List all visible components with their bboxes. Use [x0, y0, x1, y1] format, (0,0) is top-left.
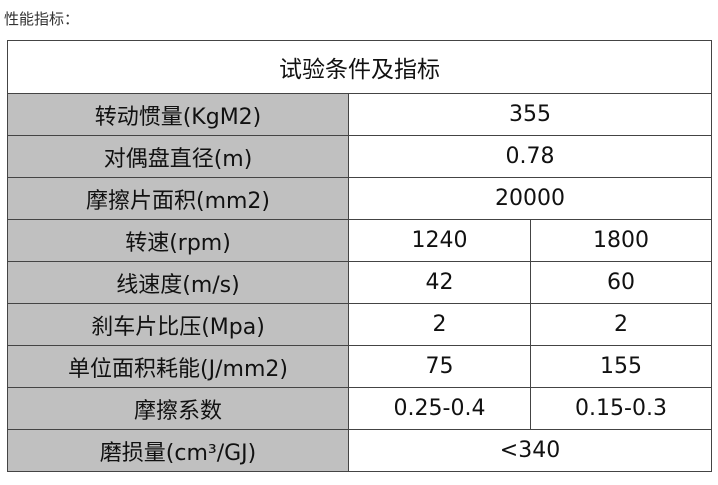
table-row: 单位面积耗能(J/mm2) 75 155: [7, 345, 712, 388]
row-value: 0.25-0.4: [348, 387, 531, 430]
row-value: 20000: [348, 177, 712, 220]
row-value: 42: [348, 261, 531, 304]
table-row: 摩擦片面积(mm2) 20000: [7, 177, 712, 220]
row-label: 对偶盘直径(m): [7, 135, 349, 178]
row-value: 75: [348, 345, 531, 388]
row-value: 60: [530, 261, 712, 304]
table-header-row: 试验条件及指标: [7, 40, 712, 94]
table-row: 摩擦系数 0.25-0.4 0.15-0.3: [7, 387, 712, 430]
row-label: 单位面积耗能(J/mm2): [7, 345, 349, 388]
row-value: 155: [530, 345, 712, 388]
row-value: 0.15-0.3: [530, 387, 712, 430]
row-label: 线速度(m/s): [7, 261, 349, 304]
table-row: 线速度(m/s) 42 60: [7, 261, 712, 304]
row-value: 2: [530, 303, 712, 346]
row-label: 刹车片比压(Mpa): [7, 303, 349, 346]
row-label: 转动惯量(KgM2): [7, 93, 349, 136]
performance-table: 试验条件及指标 转动惯量(KgM2) 355 对偶盘直径(m) 0.78 摩擦片面积(m…: [7, 40, 712, 472]
row-value: 355: [348, 93, 712, 136]
row-value: 1240: [348, 219, 531, 262]
row-value: 2: [348, 303, 531, 346]
row-value: <340: [348, 429, 712, 472]
section-caption: 性能指标：: [4, 10, 80, 28]
table-title: 试验条件及指标: [7, 40, 712, 94]
table-row: 转速(rpm) 1240 1800: [7, 219, 712, 262]
row-label: 磨损量(cm³/GJ): [7, 429, 349, 472]
table-row: 对偶盘直径(m) 0.78: [7, 135, 712, 178]
table-row: 转动惯量(KgM2) 355: [7, 93, 712, 136]
row-label: 转速(rpm): [7, 219, 349, 262]
row-value: 1800: [530, 219, 712, 262]
row-value: 0.78: [348, 135, 712, 178]
row-label: 摩擦片面积(mm2): [7, 177, 349, 220]
table-row: 刹车片比压(Mpa) 2 2: [7, 303, 712, 346]
table-row: 磨损量(cm³/GJ) <340: [7, 429, 712, 472]
row-label: 摩擦系数: [7, 387, 349, 430]
